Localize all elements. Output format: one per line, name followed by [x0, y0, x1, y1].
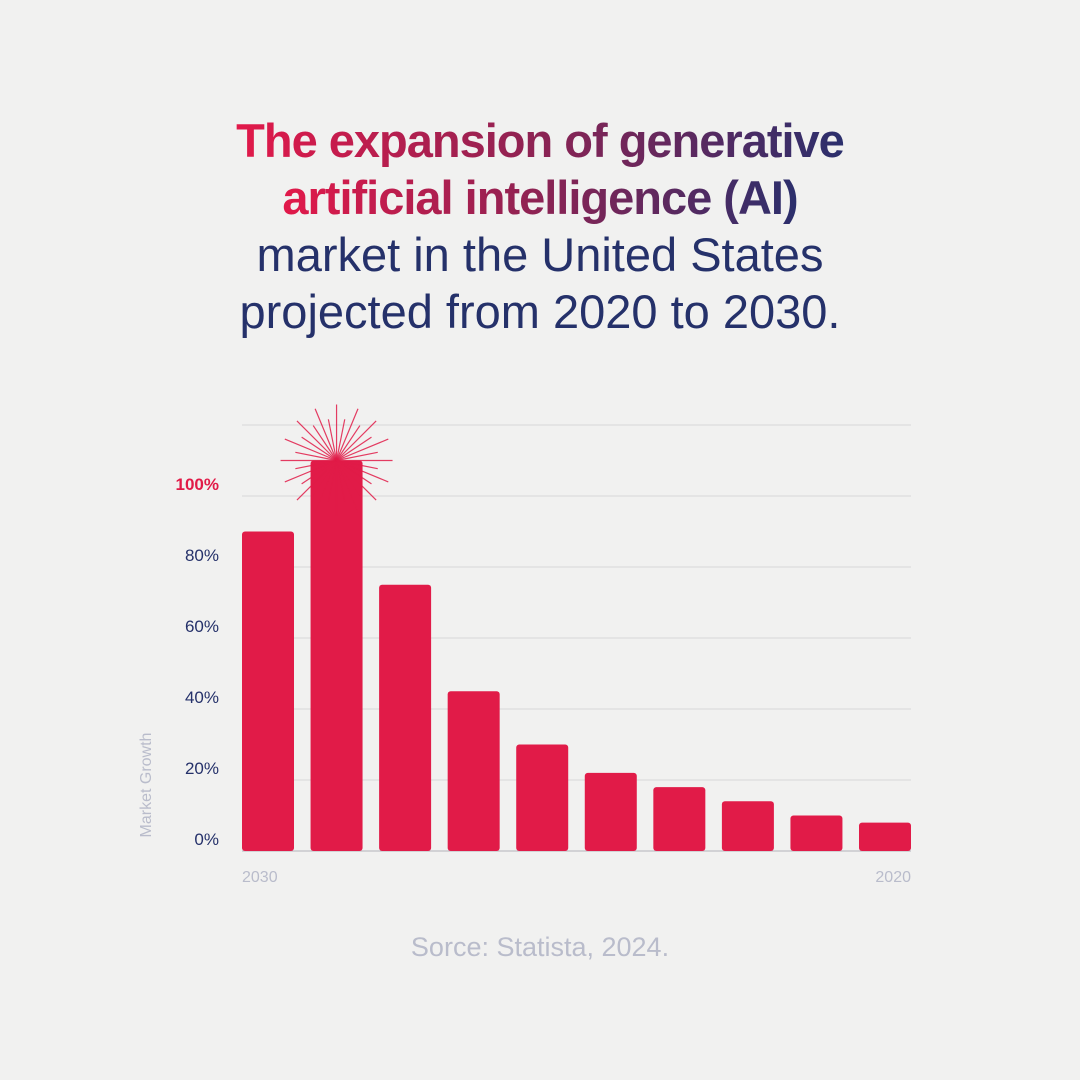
starburst-ray: [327, 460, 338, 502]
starburst-ray: [312, 460, 338, 496]
bar: [447, 691, 500, 851]
bar: [653, 787, 706, 851]
starburst-ray: [296, 420, 337, 461]
starburst-ray: [336, 436, 372, 461]
bar: [790, 815, 843, 851]
bar: [721, 801, 774, 851]
starburst-ray: [296, 460, 337, 501]
y-tick-label: 80%: [185, 546, 219, 565]
starburst-ray: [301, 460, 337, 485]
bar: [516, 744, 569, 851]
y-tick-labels: 0% 20% 40% 60% 80% 100%: [176, 475, 219, 849]
source-note: Sorce: Statista, 2024.: [410, 932, 670, 962]
y-tick-label: 20%: [185, 759, 219, 778]
starburst-ray: [335, 419, 346, 461]
y-axis-label: Market Growth: [138, 733, 155, 838]
starburst-ray: [336, 408, 359, 461]
starburst-ray: [336, 459, 378, 470]
title-line-1: The expansion of generative: [236, 114, 845, 167]
bar: [379, 584, 432, 851]
starburst-ray: [336, 460, 372, 485]
title-line-4: projected from 2020 to 2030.: [239, 285, 841, 338]
starburst-highlight: [280, 404, 393, 517]
starburst-ray: [336, 425, 361, 461]
y-tick-label: 100%: [176, 475, 219, 494]
y-tick-label: 0%: [194, 830, 219, 849]
starburst-ray: [336, 459, 389, 483]
bar: [584, 772, 637, 851]
bar: [859, 822, 911, 851]
starburst-ray: [312, 425, 338, 461]
starburst-ray: [336, 451, 378, 462]
starburst-ray: [284, 459, 337, 483]
title-line-2: artificial intelligence (AI): [282, 171, 798, 224]
x-tick-label: 2020: [875, 869, 911, 886]
starburst-ray: [336, 438, 389, 462]
starburst-ray: [336, 460, 377, 501]
starburst-ray: [336, 420, 377, 461]
y-tick-label: 40%: [185, 688, 219, 707]
x-tick-label: 2030: [242, 869, 278, 886]
starburst-ray: [336, 460, 361, 496]
bars: [242, 460, 911, 851]
starburst-ray: [301, 436, 337, 461]
bar: [310, 460, 363, 851]
chart-title: The expansion of generative artificial i…: [0, 112, 1080, 340]
x-tick-labels: 2030 2020: [242, 869, 911, 886]
starburst-ray: [327, 419, 338, 461]
starburst-ray: [295, 459, 337, 470]
starburst-ray: [314, 408, 338, 461]
starburst-ray: [295, 451, 337, 462]
starburst-ray: [335, 460, 346, 502]
title-line-3: market in the United States: [256, 228, 824, 281]
starburst-ray: [314, 460, 338, 513]
bar: [242, 531, 294, 851]
starburst-ray: [336, 460, 359, 513]
starburst-ray: [284, 438, 337, 462]
y-tick-label: 60%: [185, 617, 219, 636]
